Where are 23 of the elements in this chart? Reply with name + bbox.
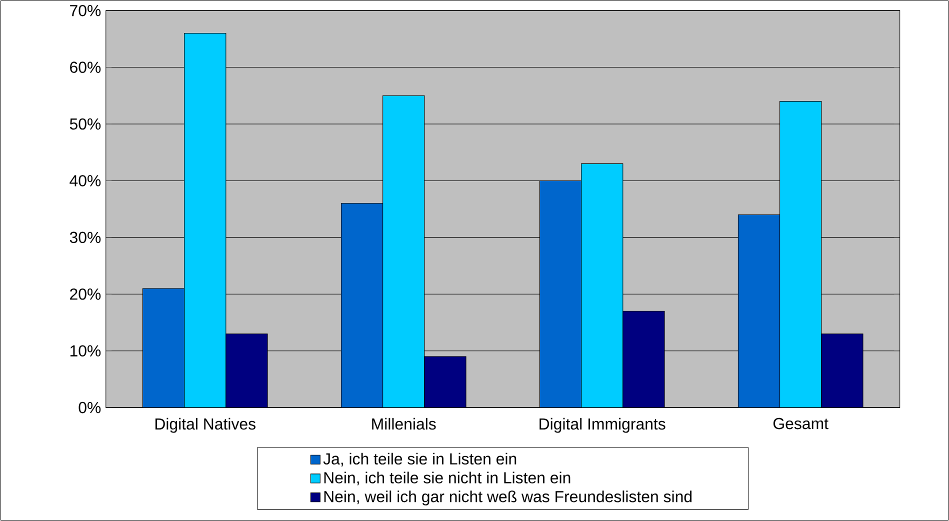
- bar: [581, 163, 624, 408]
- x-tick-label: Millenials: [372, 418, 436, 430]
- y-tick-label: 0%: [78, 402, 101, 414]
- bar: [184, 32, 226, 408]
- bar: [340, 203, 384, 408]
- y-tick-label: 20%: [70, 288, 101, 300]
- legend-label: Ja, ich teile sie in Listen ein: [323, 452, 516, 466]
- x-tick-label: Digital Immigrants: [540, 418, 666, 433]
- x-tick-label: Digital Natives: [155, 418, 256, 433]
- legend-label: Nein, ich teile sie nicht in Listen ein: [324, 472, 570, 486]
- bar: [738, 214, 780, 408]
- y-tick-label: 30%: [70, 232, 101, 244]
- y-tick-label: 50%: [70, 118, 101, 130]
- bar: [382, 95, 425, 408]
- legend-label: Nein, weil ich gar nicht weß was Freundeslisten sind: [324, 490, 692, 506]
- bar: [780, 101, 822, 408]
- x-tick-label: Gesamt: [773, 418, 828, 430]
- bar: [539, 180, 582, 408]
- y-tick-label: 70%: [70, 4, 101, 16]
- y-tick-label: 40%: [70, 175, 101, 186]
- y-tick-label: 60%: [70, 62, 101, 73]
- y-tick-label: 10%: [70, 345, 101, 356]
- bar: [142, 288, 185, 408]
